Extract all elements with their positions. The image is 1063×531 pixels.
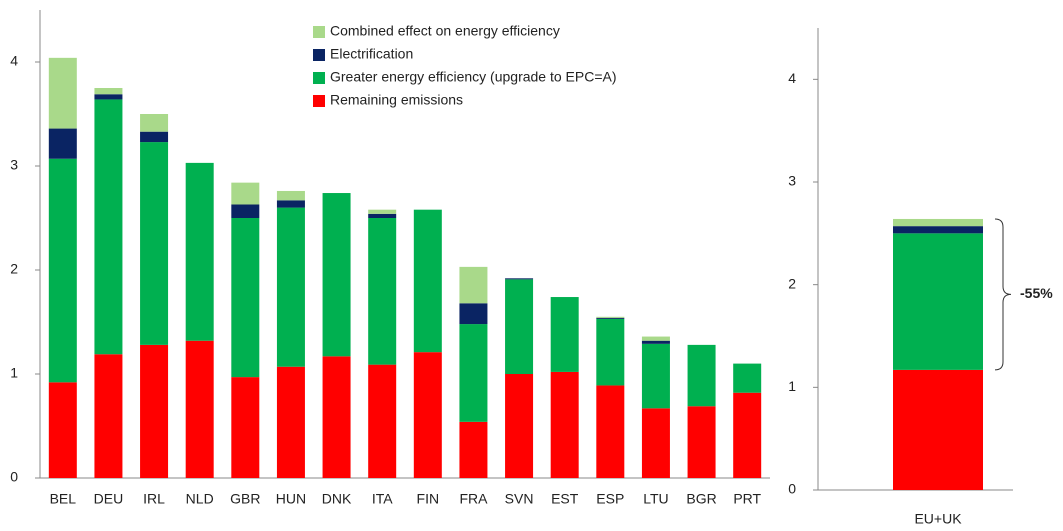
- bar-segment: [140, 142, 169, 345]
- y-tick-label: 0: [788, 481, 796, 497]
- bar-segment: [505, 279, 534, 374]
- x-tick-label: LTU: [643, 491, 668, 507]
- bar-segment: [140, 131, 169, 143]
- bar-segment: [48, 128, 77, 159]
- bar-segment: [48, 382, 77, 478]
- bar-segment: [596, 317, 625, 319]
- bar-segment: [276, 207, 305, 367]
- y-tick-label: 2: [788, 275, 796, 291]
- bar-segment: [322, 193, 351, 357]
- y-tick-label: 4: [788, 70, 796, 86]
- x-tick-label: ITA: [372, 491, 393, 507]
- bar-segment: [459, 421, 488, 478]
- legend-swatch: [313, 49, 325, 61]
- bar-segment: [94, 99, 123, 355]
- bar-segment: [550, 297, 579, 372]
- bar-segment: [505, 374, 534, 478]
- legend-label: Remaining emissions: [330, 92, 463, 108]
- bar-segment: [641, 343, 670, 409]
- bar-segment: [687, 344, 716, 407]
- bar-segment: [94, 354, 123, 478]
- y-tick-label: 2: [10, 261, 18, 277]
- bar-segment: [413, 352, 442, 478]
- x-tick-label: FIN: [417, 491, 440, 507]
- bar-segment: [893, 233, 983, 370]
- bar-segment: [276, 366, 305, 478]
- bar-segment: [94, 94, 123, 100]
- y-tick-label: 4: [10, 53, 18, 69]
- bar-segment: [641, 340, 670, 344]
- x-tick-label: HUN: [276, 491, 306, 507]
- bar-segment: [368, 364, 397, 478]
- bar-segment: [733, 363, 762, 393]
- bar-segment: [231, 204, 260, 218]
- legend-label: Electrification: [330, 46, 413, 62]
- x-tick-label: BGR: [686, 491, 716, 507]
- x-tick-label: EST: [551, 491, 579, 507]
- y-tick-label: 0: [10, 469, 18, 485]
- bar-segment: [687, 406, 716, 478]
- bar-segment: [231, 182, 260, 205]
- bar-segment: [596, 318, 625, 386]
- bar-segment: [231, 377, 260, 478]
- x-tick-label: SVN: [505, 491, 534, 507]
- bar-segment: [550, 371, 579, 478]
- bar-segment: [893, 226, 983, 234]
- bar-segment: [733, 392, 762, 478]
- legend-swatch: [313, 26, 325, 38]
- bar-segment: [459, 324, 488, 422]
- bar-segment: [276, 200, 305, 208]
- bar-segment: [893, 218, 983, 227]
- bar-segment: [140, 344, 169, 478]
- bar-segment: [641, 408, 670, 478]
- x-tick-label: IRL: [143, 491, 165, 507]
- x-tick-label: NLD: [186, 491, 214, 507]
- bar-segment: [185, 162, 214, 341]
- bar-segment: [596, 316, 625, 318]
- bar-segment: [368, 209, 397, 214]
- bracket: [994, 218, 1012, 371]
- bar-segment: [276, 190, 305, 201]
- x-tick-label: EU+UK: [914, 511, 962, 527]
- bar-segment: [413, 209, 442, 353]
- bar-segment: [48, 57, 77, 129]
- x-tick-label: PRT: [733, 491, 761, 507]
- y-tick-label: 3: [10, 157, 18, 173]
- bar-segment: [893, 369, 983, 490]
- x-tick-label: BEL: [50, 491, 77, 507]
- x-tick-label: DNK: [322, 491, 352, 507]
- bar-segment: [322, 356, 351, 478]
- bar-segment: [368, 218, 397, 365]
- x-tick-label: ESP: [596, 491, 624, 507]
- x-tick-label: FRA: [459, 491, 488, 507]
- bar-segment: [231, 218, 260, 378]
- bar-segment: [641, 336, 670, 341]
- legend-label: Greater energy efficiency (upgrade to EP…: [330, 69, 617, 85]
- y-tick-label: 3: [788, 173, 796, 189]
- bar-segment: [48, 158, 77, 383]
- annotation: -55%: [1020, 285, 1053, 301]
- y-tick-label: 1: [788, 378, 796, 394]
- bar-segment: [140, 114, 169, 132]
- bar-segment: [368, 213, 397, 218]
- bar-segment: [459, 266, 488, 304]
- bar-segment: [596, 385, 625, 478]
- bar-segment: [185, 340, 214, 478]
- legend-label: Combined effect on energy efficiency: [330, 23, 560, 39]
- x-tick-label: DEU: [94, 491, 124, 507]
- bar-segment: [94, 88, 123, 95]
- legend-swatch: [313, 95, 325, 107]
- legend-swatch: [313, 72, 325, 84]
- bar-segment: [459, 303, 488, 325]
- x-tick-label: GBR: [230, 491, 260, 507]
- y-tick-label: 1: [10, 365, 18, 381]
- bar-segment: [505, 278, 534, 280]
